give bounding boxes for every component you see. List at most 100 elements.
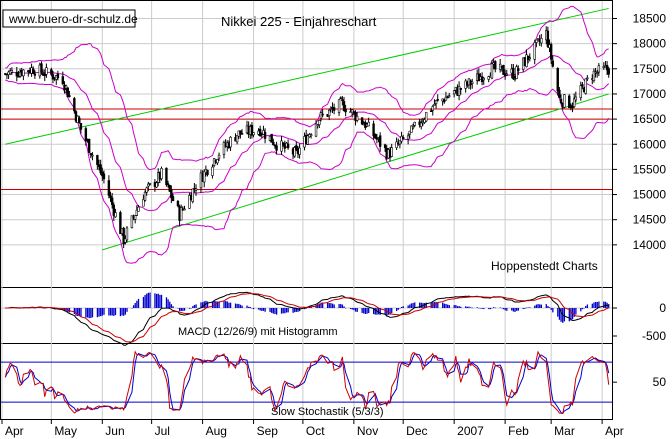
- macd-hist-bar: [448, 305, 450, 308]
- candle: [148, 182, 152, 186]
- macd-hist-bar: [372, 308, 375, 315]
- macd-hist-bar: [215, 301, 217, 308]
- candle: [487, 75, 490, 83]
- macd-hist-bar: [537, 304, 539, 308]
- macd-hist-bar: [226, 301, 228, 308]
- candle: [295, 141, 298, 152]
- macd-hist-bar: [563, 308, 566, 322]
- macd-hist-bar: [545, 304, 547, 308]
- macd-hist-bar: [593, 302, 595, 308]
- macd-hist-bar: [591, 303, 593, 308]
- macd-hist-bar: [412, 302, 414, 308]
- candle: [425, 112, 428, 123]
- macd-hist-bar: [297, 308, 299, 312]
- macd-hist-bar: [560, 308, 562, 322]
- y-tick-label: 15000: [633, 188, 667, 202]
- candle: [309, 133, 313, 139]
- macd-hist-bar: [547, 305, 549, 308]
- candle: [119, 210, 122, 234]
- macd-label: MACD (12/26/9) mit Histogramm: [178, 326, 338, 338]
- candle: [170, 185, 173, 204]
- candle: [568, 94, 571, 109]
- macd-hist-bar: [471, 307, 473, 309]
- macd-hist-bar: [195, 304, 197, 308]
- candle: [574, 91, 578, 103]
- macd-hist-bar: [322, 302, 324, 308]
- macd-hist-bar: [400, 306, 403, 308]
- macd-hist-bar: [414, 302, 416, 308]
- candle: [211, 164, 214, 179]
- candle: [572, 93, 576, 108]
- x-tick-label: Dec: [406, 424, 427, 438]
- macd-hist-bar: [78, 308, 80, 317]
- macd-hist-bar: [246, 305, 248, 308]
- candle: [337, 99, 341, 116]
- candle: [250, 122, 254, 139]
- candle: [515, 64, 518, 80]
- candle: [272, 138, 275, 146]
- macd-hist-bar: [45, 307, 48, 309]
- stochastic-label: Slow Stochastik (5/3/3): [271, 406, 384, 418]
- line-layer: [1, 5, 612, 415]
- macd-hist-bar: [271, 308, 273, 313]
- candle: [584, 78, 587, 95]
- candle: [155, 181, 158, 189]
- macd-hist-bar: [396, 308, 398, 312]
- macd-hist-bar: [295, 308, 298, 312]
- candle: [239, 130, 242, 139]
- candle: [306, 133, 310, 146]
- candle: [607, 66, 610, 78]
- macd-hist-bar: [443, 303, 445, 308]
- candle: [17, 70, 20, 78]
- macd-hist-bar: [368, 308, 370, 314]
- candle: [344, 104, 347, 117]
- candle: [176, 199, 180, 208]
- y-tick-label: 17500: [633, 62, 667, 76]
- candle: [171, 194, 175, 202]
- macd-hist-bar: [155, 293, 158, 308]
- candle: [143, 190, 147, 202]
- macd-hist-bar: [80, 308, 82, 317]
- candle: [240, 129, 244, 135]
- macd-hist-bar: [575, 308, 577, 315]
- macd-hist-bar: [331, 303, 334, 308]
- macd-hist-bar: [481, 308, 483, 309]
- macd-hist-bar: [287, 308, 289, 313]
- macd-hist-bar: [535, 304, 538, 308]
- trend-channel-lower: [102, 93, 609, 251]
- candle: [431, 104, 434, 116]
- macd-hist-bar: [501, 307, 503, 309]
- candle: [191, 188, 194, 204]
- candle: [546, 26, 550, 49]
- candle: [502, 64, 505, 75]
- macd-hist-bar: [343, 306, 345, 308]
- macd-hist-bar: [442, 302, 444, 308]
- macd-hist-bar: [534, 305, 536, 308]
- candle: [452, 90, 456, 98]
- macd-hist-bar: [113, 308, 115, 316]
- macd-hist-bar: [96, 308, 99, 318]
- macd-hist-bar: [363, 308, 365, 314]
- candle: [222, 140, 226, 159]
- candle: [490, 60, 494, 80]
- candle: [10, 67, 14, 75]
- macd-hist-bar: [364, 308, 367, 314]
- macd-hist-bar: [142, 296, 145, 308]
- stoch-tick-label: 50: [653, 375, 667, 389]
- macd-hist-bar: [581, 308, 584, 310]
- y-tick-label: 16000: [633, 137, 667, 151]
- macd-hist-bar: [272, 308, 274, 314]
- candlestick-series: [4, 26, 610, 249]
- candle: [471, 78, 474, 89]
- macd-hist-bar: [239, 304, 242, 308]
- macd-hist-bar: [550, 308, 552, 310]
- candle: [446, 95, 449, 99]
- macd-hist-bar: [524, 308, 526, 309]
- macd-hist-bar: [282, 308, 284, 314]
- macd-hist-bar: [479, 308, 482, 309]
- candle: [133, 215, 137, 224]
- macd-hist-bar: [433, 302, 436, 308]
- x-tick-label: Nov: [357, 424, 378, 438]
- macd-hist-bar: [201, 302, 204, 308]
- candle: [448, 92, 451, 98]
